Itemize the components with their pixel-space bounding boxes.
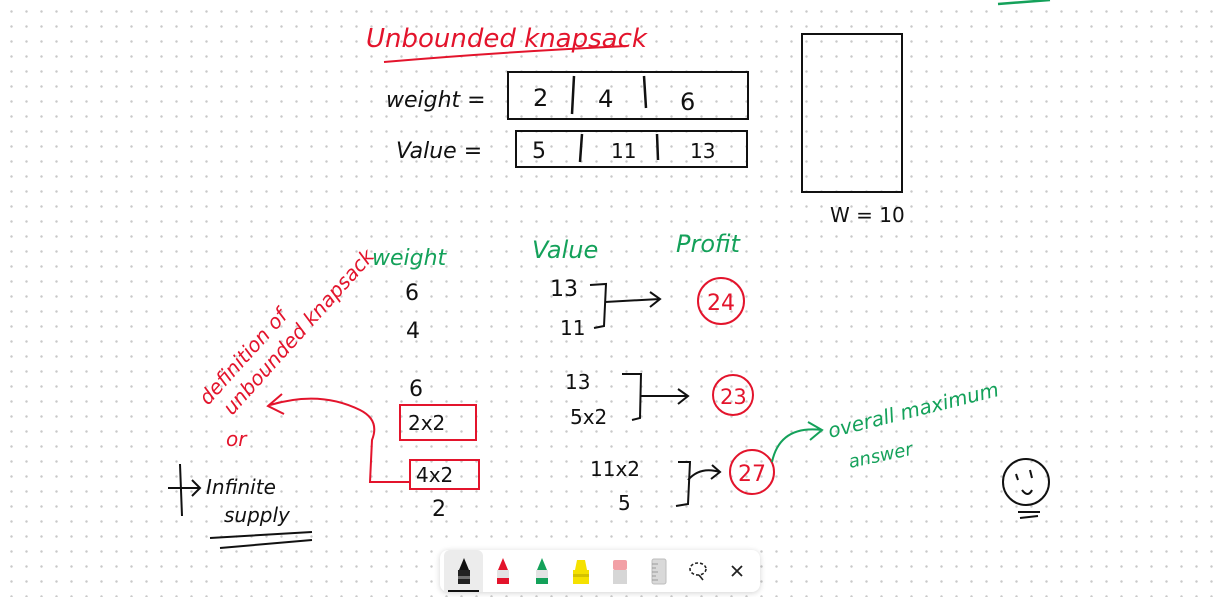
max-arrow bbox=[771, 421, 824, 463]
weight-divider bbox=[570, 75, 648, 115]
drawing-toolbar bbox=[440, 550, 760, 592]
note-max-line1: overall maximum bbox=[825, 377, 1001, 443]
lasso-tool[interactable] bbox=[678, 550, 717, 592]
infinite-underline bbox=[209, 531, 313, 549]
value-cell-2: 11 bbox=[611, 139, 636, 163]
green-stroke-fragment bbox=[997, 0, 1051, 6]
g3-weight-1: 4x2 bbox=[416, 463, 453, 487]
eraser-tool[interactable] bbox=[600, 550, 639, 592]
column-weight-header: weight bbox=[372, 246, 448, 271]
knapsack-rectangle bbox=[801, 33, 903, 193]
ruler-tool[interactable] bbox=[639, 550, 678, 592]
column-value-header: Value bbox=[532, 236, 598, 264]
note-definition-line2: unbounded knapsack bbox=[218, 243, 380, 419]
note-infinite-line2: supply bbox=[224, 503, 291, 527]
green-pen-icon bbox=[535, 558, 548, 584]
g2-arrow bbox=[640, 388, 690, 405]
g3-weight-2: 2 bbox=[432, 497, 446, 522]
close-icon bbox=[730, 565, 743, 577]
g2-value-2: 5x2 bbox=[570, 405, 607, 429]
black-pen-icon bbox=[457, 558, 470, 584]
red-pen-icon bbox=[496, 558, 509, 584]
value-cell-1: 5 bbox=[532, 139, 546, 164]
g2-weight-2: 2x2 bbox=[408, 411, 445, 435]
column-profit-header: Profit bbox=[676, 230, 742, 258]
g3-profit-circle bbox=[729, 449, 775, 495]
close-toolbar-button[interactable] bbox=[717, 550, 756, 592]
value-divider bbox=[578, 133, 660, 163]
g2-value-1: 13 bbox=[565, 370, 590, 394]
g2-profit: 23 bbox=[720, 385, 747, 409]
smiley-doodle bbox=[1002, 458, 1050, 519]
g1-value-2: 11 bbox=[560, 316, 585, 340]
g2-bracket bbox=[622, 373, 643, 421]
note-max-line2: answer bbox=[847, 439, 917, 473]
g3-value-1: 11x2 bbox=[590, 457, 640, 481]
note-or: or bbox=[226, 427, 248, 451]
green-pen-tool[interactable] bbox=[522, 550, 561, 592]
g1-profit-circle bbox=[697, 277, 745, 325]
g1-profit: 24 bbox=[707, 291, 735, 316]
value-array-box bbox=[515, 130, 748, 168]
title-text: Unbounded knapsack bbox=[366, 24, 648, 54]
black-pen-tool[interactable] bbox=[444, 550, 483, 592]
g3-weight-box bbox=[409, 459, 480, 490]
title-underline bbox=[383, 45, 628, 63]
g3-value-2: 5 bbox=[618, 491, 631, 515]
g3-bracket bbox=[675, 461, 692, 507]
weight-label: weight = bbox=[386, 88, 486, 113]
yellow-highlighter-icon bbox=[572, 560, 589, 584]
g2-profit-circle bbox=[712, 374, 754, 416]
weight-cell-1: 2 bbox=[533, 84, 548, 112]
red-pen-tool[interactable] bbox=[483, 550, 522, 592]
weight-array-box bbox=[507, 71, 749, 120]
g1-bracket bbox=[589, 282, 608, 329]
red-curve-arrow bbox=[266, 393, 410, 483]
value-cell-3: 13 bbox=[690, 139, 715, 163]
lasso-icon bbox=[688, 562, 707, 581]
ruler-icon bbox=[651, 558, 666, 585]
g1-arrow bbox=[604, 291, 662, 308]
infinite-arrow bbox=[168, 463, 202, 517]
note-infinite-line1: Infinite bbox=[206, 475, 276, 499]
yellow-highlighter-tool[interactable] bbox=[561, 550, 600, 592]
g2-weight-box bbox=[399, 404, 477, 441]
eraser-icon bbox=[612, 560, 627, 584]
g2-weight-1: 6 bbox=[409, 377, 423, 402]
g1-value-1: 13 bbox=[550, 277, 578, 302]
value-label: Value = bbox=[396, 139, 482, 164]
weight-cell-3: 6 bbox=[680, 88, 695, 116]
weight-cell-2: 4 bbox=[598, 85, 613, 113]
capacity-label: W = 10 bbox=[830, 203, 905, 227]
g3-profit: 27 bbox=[738, 462, 766, 487]
g3-arrow bbox=[687, 464, 722, 481]
g1-weight-2: 4 bbox=[406, 319, 420, 344]
g1-weight-1: 6 bbox=[405, 281, 419, 306]
